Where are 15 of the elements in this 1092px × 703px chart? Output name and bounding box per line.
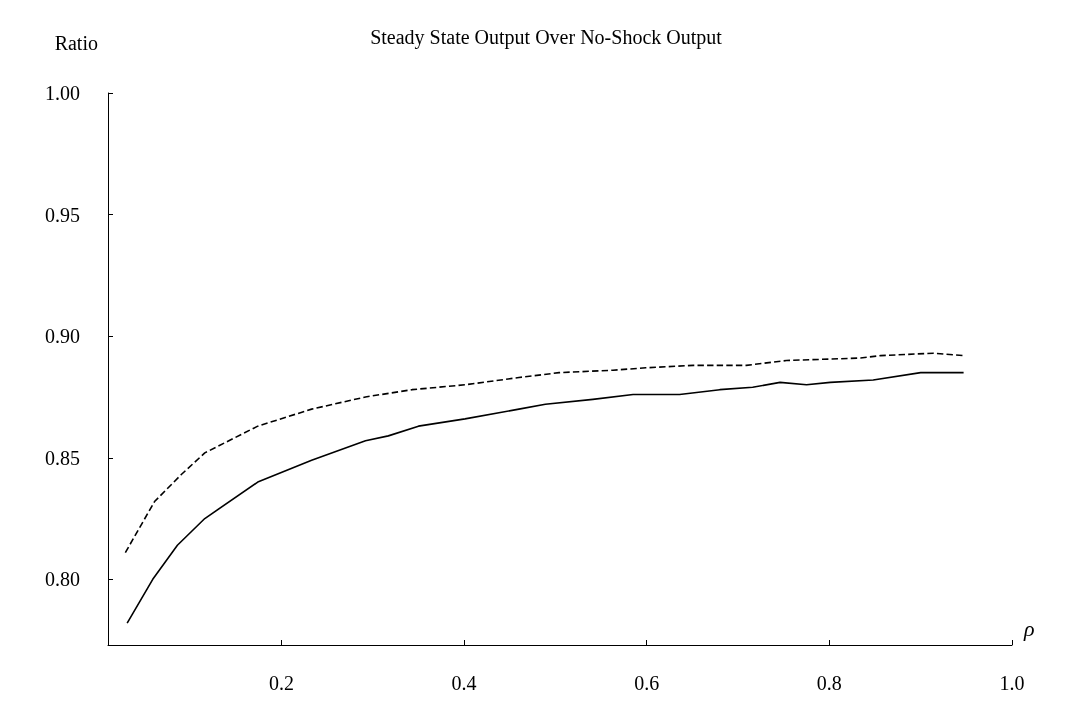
line-series <box>124 352 965 554</box>
x-tick-label: 0.2 <box>268 672 294 694</box>
line-series <box>126 371 965 624</box>
y-tick-label: 0.85 <box>45 446 80 469</box>
chart-title: Steady State Output Over No-Shock Output <box>370 26 723 49</box>
y-tick-label: 0.80 <box>45 568 80 591</box>
y-axis-title: Ratio <box>54 32 98 54</box>
x-tick-label: 1.0 <box>999 672 1025 694</box>
y-tick-label: 0.95 <box>45 203 80 226</box>
x-axis-title: ρ <box>1023 615 1035 641</box>
x-tick-label: 0.4 <box>451 672 477 694</box>
y-tick-label: 1.00 <box>45 82 80 104</box>
x-tick-label: 0.6 <box>634 672 660 694</box>
y-tick-label: 0.90 <box>45 325 80 348</box>
x-tick-label: 0.8 <box>816 672 842 694</box>
